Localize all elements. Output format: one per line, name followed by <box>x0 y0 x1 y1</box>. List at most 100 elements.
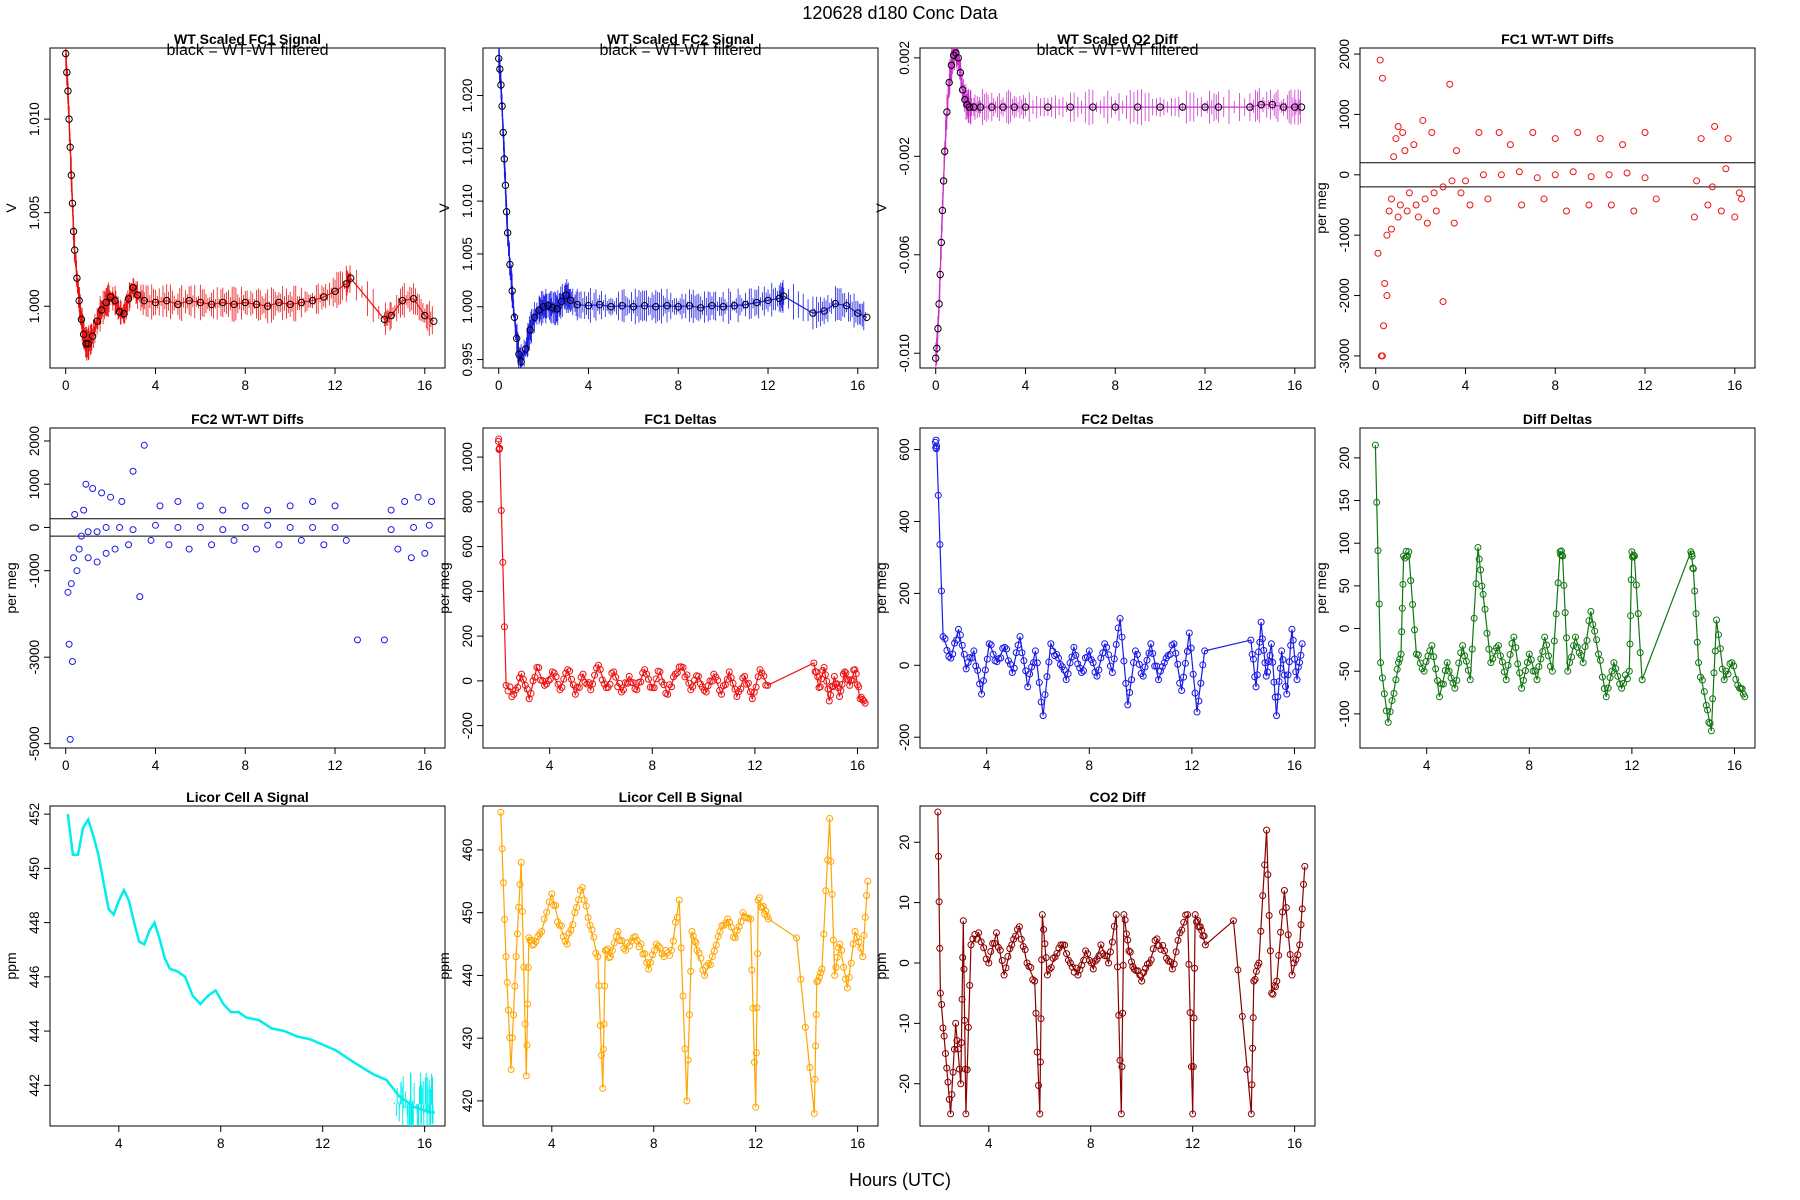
filtered-point <box>502 207 511 216</box>
data-point <box>1394 122 1402 130</box>
data-point <box>380 636 388 644</box>
filtered-point <box>219 298 227 307</box>
filtered-point <box>342 280 350 288</box>
data-point <box>1238 1012 1246 1020</box>
y-axis-label: per meg <box>1313 182 1329 233</box>
data-point <box>675 896 683 904</box>
data-point <box>1093 955 1101 963</box>
data-point <box>1269 658 1277 666</box>
data-point <box>855 938 863 946</box>
data-point <box>822 887 830 895</box>
data-point <box>1063 950 1071 958</box>
data-point <box>859 953 867 961</box>
data-point <box>1296 941 1304 949</box>
plot-frame <box>919 805 1316 1127</box>
data-point <box>820 663 828 671</box>
data-point <box>1531 667 1539 675</box>
filtered-point <box>263 302 272 310</box>
y-tick-label: 448 <box>27 911 42 934</box>
data-point <box>972 662 980 670</box>
filtered-point <box>506 260 514 269</box>
y-tick-label: 1.000 <box>27 289 42 323</box>
data-point <box>1445 667 1453 675</box>
data-point <box>1180 918 1188 926</box>
data-point <box>1280 887 1288 895</box>
filtered-point <box>84 339 92 348</box>
data-point <box>1040 926 1048 934</box>
data-point <box>1720 676 1728 684</box>
filtered-point <box>68 199 77 208</box>
data-point <box>954 625 962 633</box>
data-point <box>421 549 429 557</box>
data-point <box>1562 634 1570 642</box>
data-point <box>1428 642 1436 650</box>
y-tick-label: 1.010 <box>460 184 475 218</box>
data-point <box>1035 1081 1042 1089</box>
data-point <box>1091 957 1099 965</box>
data-point <box>1529 129 1537 137</box>
data-point <box>1138 977 1146 985</box>
data-point <box>953 636 961 644</box>
data-point <box>140 441 148 449</box>
filtered-point <box>347 274 355 282</box>
data-point <box>500 623 508 631</box>
data-point <box>1693 177 1701 185</box>
filtered-point <box>1279 103 1288 111</box>
x-tick-label: 8 <box>217 1136 225 1151</box>
data-point <box>1405 548 1413 556</box>
data-point <box>610 939 618 947</box>
data-point <box>1607 201 1615 209</box>
data-point <box>494 437 502 445</box>
filtered-point <box>961 95 969 104</box>
filtered-point <box>308 296 317 305</box>
filtered-point <box>398 296 407 305</box>
x-tick-label: 4 <box>985 1136 993 1151</box>
data-point <box>1585 201 1593 209</box>
y-tick-label: 452 <box>27 803 42 826</box>
data-point <box>1702 701 1710 709</box>
data-point <box>619 686 627 694</box>
data-area <box>932 48 1306 368</box>
data-point <box>1278 647 1286 655</box>
data-point <box>967 941 975 949</box>
data-point <box>814 673 822 681</box>
data-point <box>508 1034 516 1042</box>
data-point <box>1375 600 1383 608</box>
data-point <box>861 699 869 707</box>
data-point <box>1506 651 1514 659</box>
data-point <box>641 950 649 958</box>
data-point <box>980 944 988 952</box>
data-point <box>650 947 658 955</box>
data-point <box>1248 1081 1256 1089</box>
data-point <box>1718 665 1726 673</box>
data-point <box>297 536 305 544</box>
panel-p11: CO2 Diff 4 8 12 16 -20 -10 0 10 20 ppm <box>873 789 1316 1151</box>
y-tick-label: 450 <box>460 901 475 924</box>
data-point <box>1700 688 1708 696</box>
data-point <box>828 890 836 898</box>
x-tick-label: 4 <box>115 1136 123 1151</box>
data-point <box>739 674 747 682</box>
data-point <box>1255 959 1263 967</box>
data-point <box>1724 670 1732 678</box>
filtered-point <box>1297 103 1306 111</box>
data-point <box>566 667 574 675</box>
filtered-point <box>77 315 86 324</box>
data-point <box>1068 653 1076 661</box>
data-point <box>66 735 74 743</box>
data-point <box>722 919 730 927</box>
filtered-point <box>241 298 249 307</box>
data-point <box>320 541 328 549</box>
data-point <box>497 507 505 515</box>
data-point <box>842 975 850 983</box>
data-point <box>801 1023 809 1031</box>
filtered-point <box>421 311 429 320</box>
data-point <box>1097 941 1105 949</box>
series-line <box>500 812 869 1114</box>
data-point <box>1056 661 1064 669</box>
filtered-point <box>496 65 504 73</box>
data-point <box>1602 693 1610 701</box>
data-point <box>1196 923 1204 931</box>
data-point <box>1251 975 1259 983</box>
data-point <box>185 545 193 553</box>
